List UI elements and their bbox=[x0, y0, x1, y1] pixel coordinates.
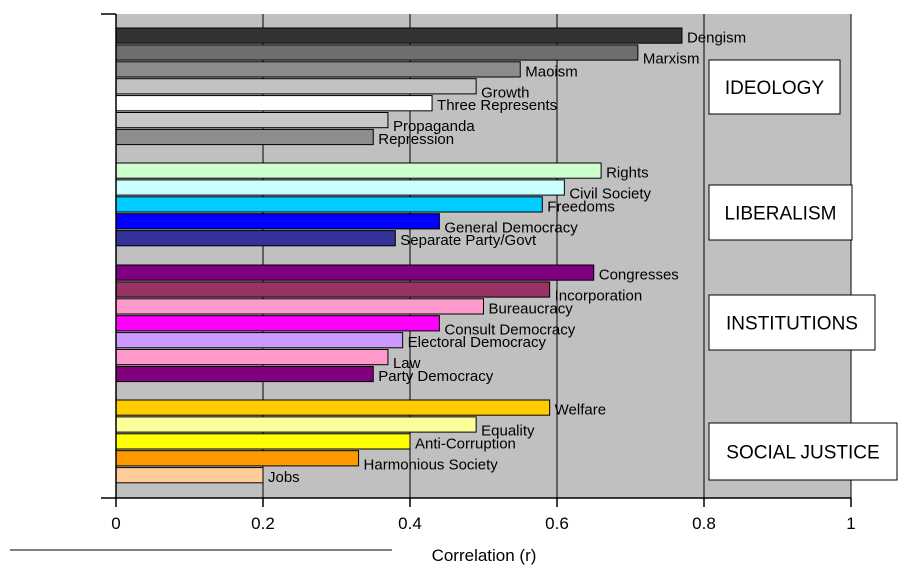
bar bbox=[115, 128, 374, 146]
bar-label: Welfare bbox=[555, 402, 606, 419]
bar bbox=[115, 44, 639, 61]
bar-label: Civil Society bbox=[569, 186, 651, 203]
bar bbox=[115, 61, 521, 78]
group-label: LIBERALISM bbox=[725, 204, 837, 225]
bar-label: Electoral Democracy bbox=[408, 334, 547, 351]
bar-label: Marxism bbox=[643, 51, 700, 68]
bar-label: Consult Democracy bbox=[444, 321, 575, 338]
x-tick-label: 0.6 bbox=[545, 514, 569, 533]
bar bbox=[115, 416, 477, 433]
group-label: SOCIAL JUSTICE bbox=[726, 443, 879, 464]
bar bbox=[115, 298, 484, 315]
bar-label: Congresses bbox=[599, 267, 679, 284]
bar-label: Dengism bbox=[687, 30, 746, 47]
bar bbox=[115, 213, 440, 230]
bar bbox=[115, 27, 683, 44]
bar-label: Maoism bbox=[525, 63, 578, 80]
group-label: INSTITUTIONS bbox=[726, 314, 858, 335]
x-tick-label: 1 bbox=[846, 514, 855, 533]
x-axis: 0 0.2 0.4 0.6 0.8 1 bbox=[10, 13, 856, 551]
bar-label: Rights bbox=[606, 165, 649, 182]
bar bbox=[115, 162, 602, 179]
bar-label: Freedoms bbox=[547, 198, 615, 215]
bar-label: Propaganda bbox=[393, 118, 475, 135]
x-tick-label: 0.2 bbox=[251, 514, 275, 533]
bar bbox=[115, 332, 404, 349]
bar-label: Separate Party/Govt bbox=[400, 232, 537, 249]
bar bbox=[115, 95, 433, 112]
x-tick-label: 0.8 bbox=[692, 514, 716, 533]
bar-label: Equality bbox=[481, 423, 535, 440]
bar bbox=[115, 467, 264, 484]
group-label: IDEOLOGY bbox=[725, 78, 825, 99]
x-axis-title: Correlation (r) bbox=[432, 546, 537, 565]
bar-label: General Democracy bbox=[444, 219, 578, 236]
bar-label: Party Democracy bbox=[378, 368, 494, 385]
bar bbox=[115, 179, 565, 196]
bar-label: Three Represents bbox=[437, 97, 557, 114]
x-tick-label: 0 bbox=[111, 514, 120, 533]
bars bbox=[115, 27, 683, 484]
bar bbox=[115, 112, 389, 129]
group-boxes: IDEOLOGY LIBERALISM INSTITUTIONS SOCIAL JUS… bbox=[708, 59, 898, 481]
group-box bbox=[708, 294, 876, 351]
bar bbox=[115, 230, 396, 247]
bar-label: Incorporation bbox=[555, 288, 643, 305]
bar-label: Bureaucracy bbox=[489, 300, 574, 317]
bar-label: Repression bbox=[378, 131, 454, 148]
bar bbox=[115, 281, 551, 298]
bar-label: Anti-Corruption bbox=[415, 435, 516, 452]
bar-label: Growth bbox=[481, 84, 529, 101]
bar bbox=[115, 78, 477, 95]
group-box bbox=[708, 422, 898, 481]
bar bbox=[115, 196, 543, 213]
group-box bbox=[708, 184, 853, 241]
bar-label: Law bbox=[393, 355, 421, 372]
bar bbox=[115, 365, 374, 383]
bar bbox=[115, 399, 551, 416]
bar bbox=[115, 433, 411, 450]
bar bbox=[115, 349, 389, 366]
bar-label: Harmonious Society bbox=[364, 456, 499, 473]
bar bbox=[115, 450, 360, 467]
bar bbox=[115, 315, 440, 332]
x-tick-label: 0.4 bbox=[398, 514, 422, 533]
bar bbox=[115, 264, 595, 281]
bar-label: Jobs bbox=[268, 469, 300, 486]
group-box bbox=[708, 59, 841, 115]
